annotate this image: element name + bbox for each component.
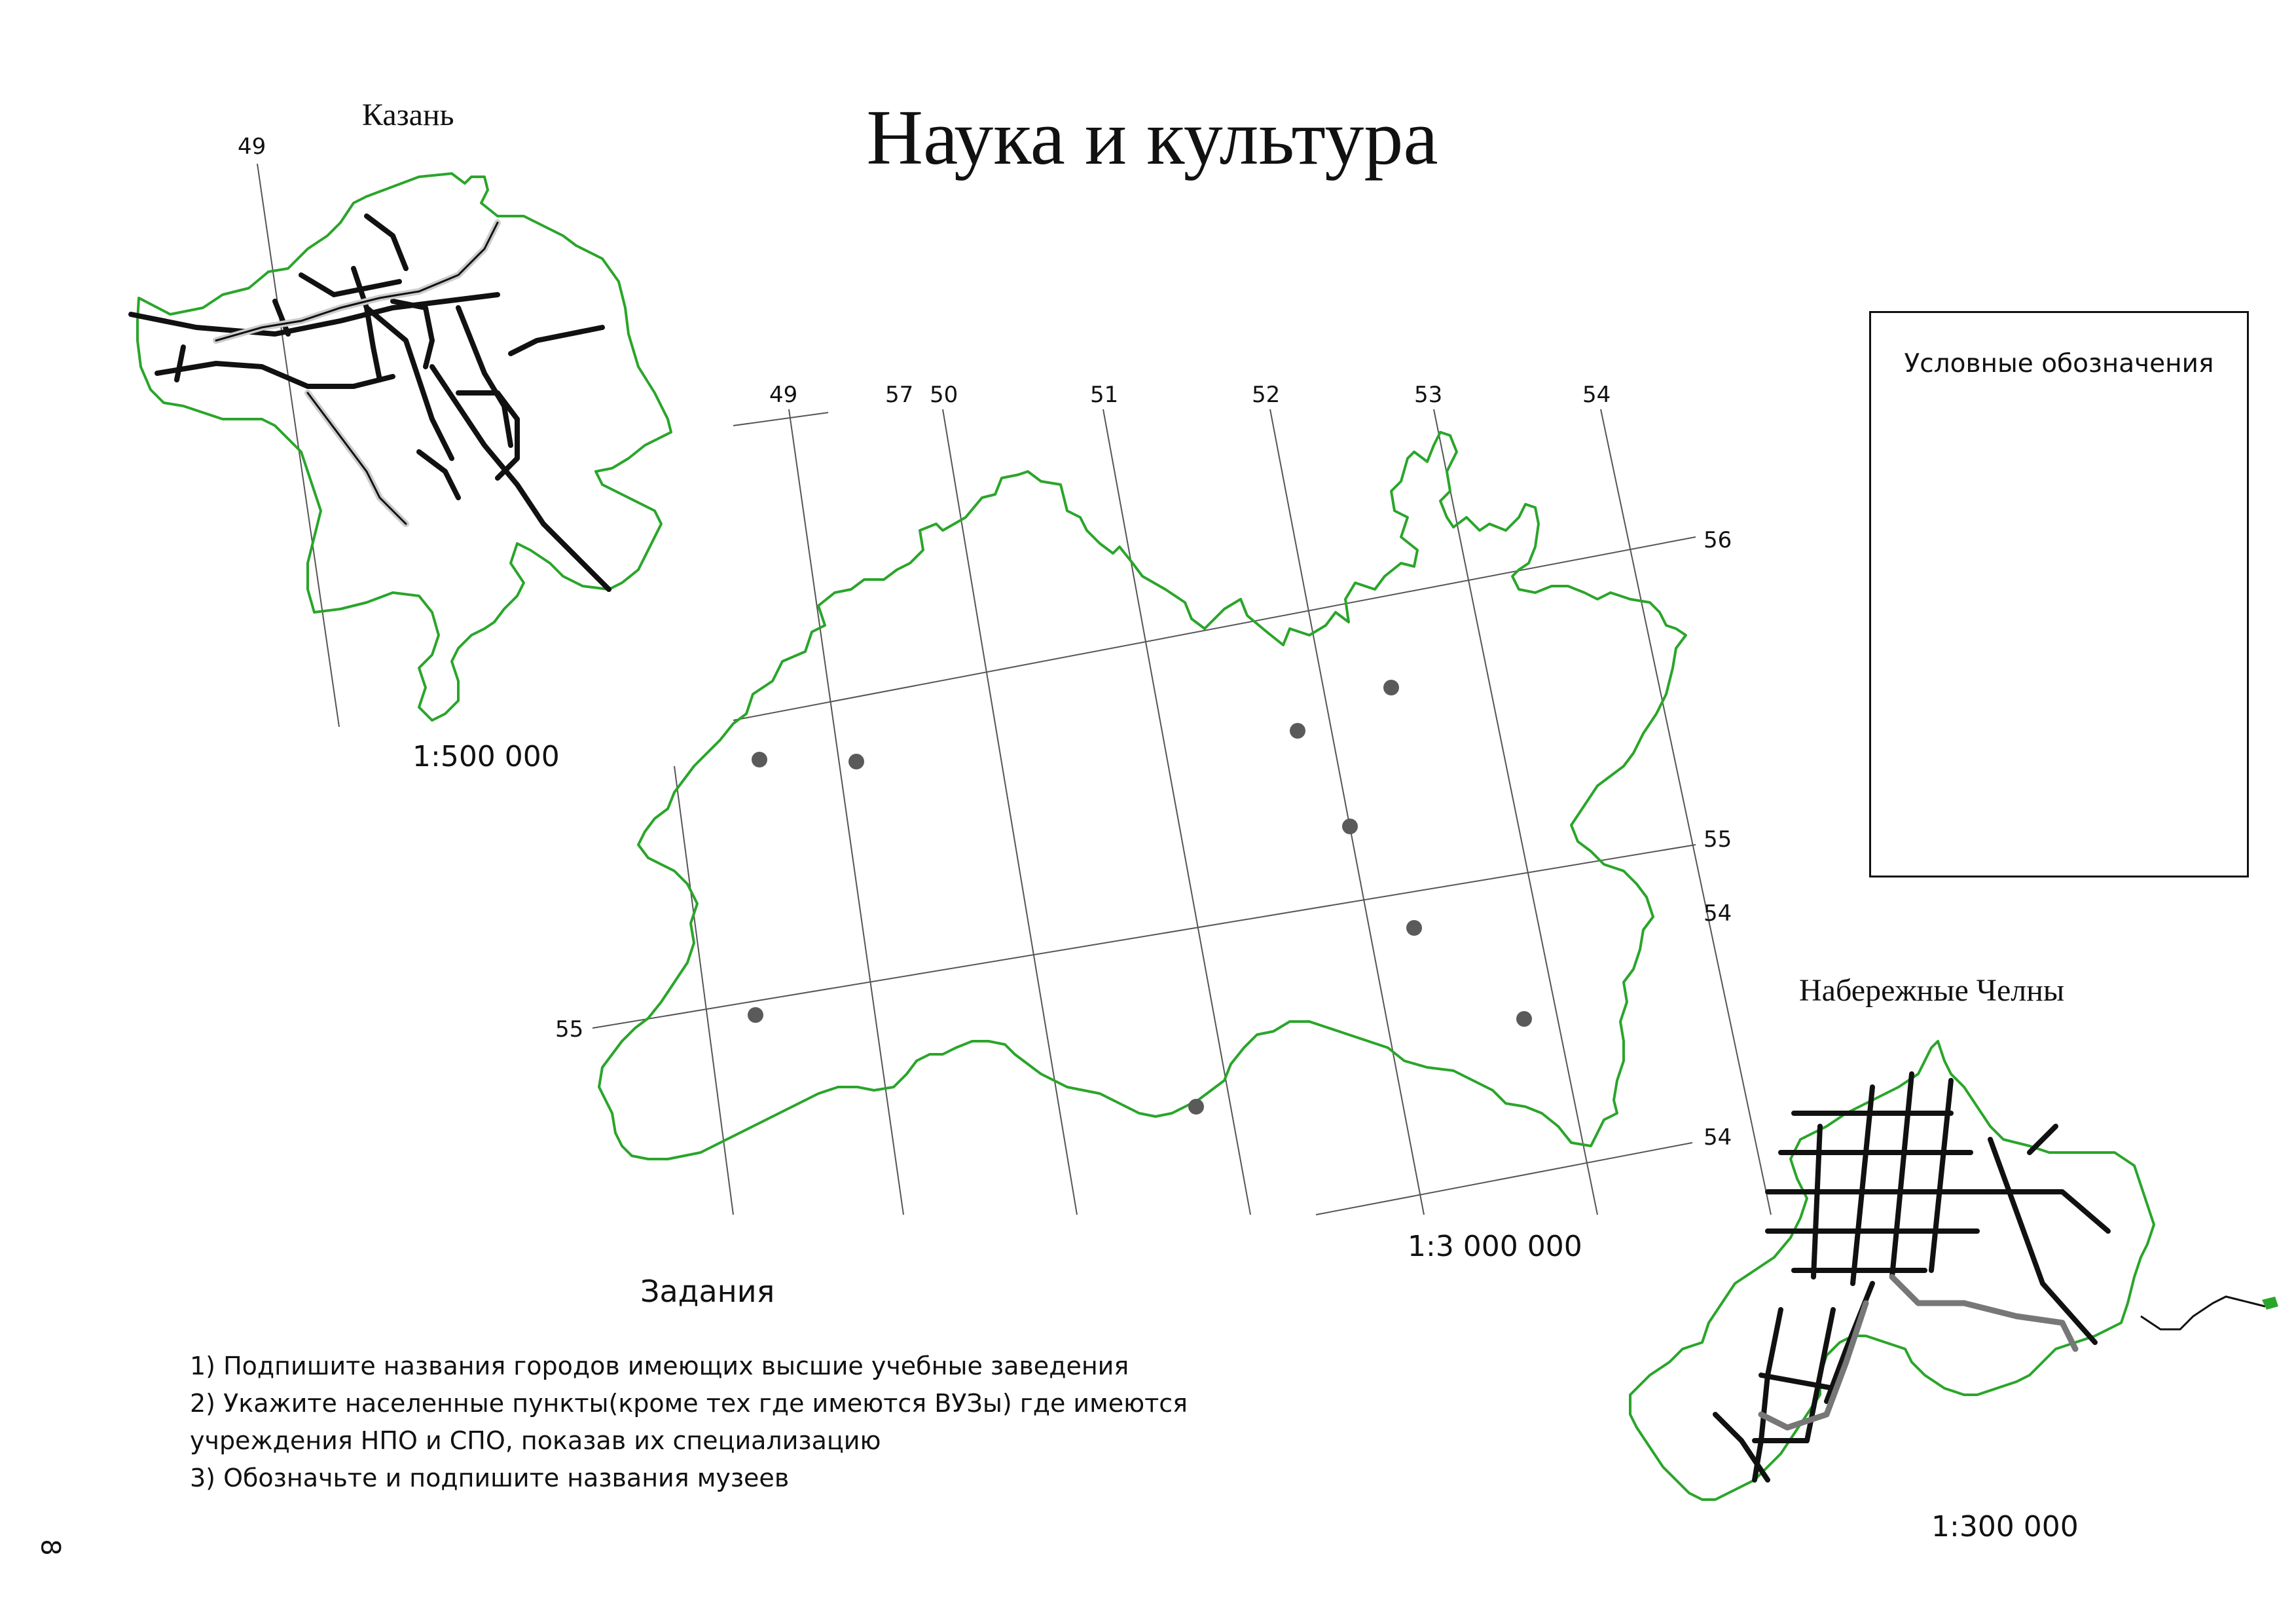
meridian-line: [788, 409, 904, 1215]
meridian-line: [942, 409, 1078, 1215]
settlement-point: [752, 752, 767, 767]
settlement-point: [1290, 723, 1305, 739]
settlement-point: [1516, 1011, 1532, 1027]
kazan-grid-label: 49: [238, 134, 266, 160]
chelny-inset: [1629, 1040, 2278, 1501]
tatarstan-boundary: [598, 431, 1687, 1160]
chelny-inset-title: Набережные Челны: [1799, 973, 2065, 1008]
kazan-boundary: [136, 172, 672, 722]
settlement-point: [748, 1007, 763, 1023]
meridian-line: [1417, 409, 1434, 1215]
settlement-point: [1342, 819, 1358, 834]
page-title: Наука и культура: [866, 94, 1438, 181]
settlement-point: [1188, 1099, 1204, 1115]
parallel-line: [733, 412, 829, 426]
meridian-line: [1102, 409, 1251, 1215]
meridian-label: 54: [1582, 382, 1611, 408]
legend-title: Условные обозначения: [1904, 349, 2214, 378]
kazan-inset-title: Казань: [362, 98, 454, 132]
tasks-heading: Задания: [640, 1274, 775, 1309]
meridian-label: 50: [930, 382, 958, 408]
task-item: 3) Обозначьте и подпишите названия музее…: [190, 1464, 790, 1492]
chelny-scale: 1:300 000: [1931, 1510, 2079, 1543]
chelny-outlet: [2262, 1297, 2278, 1310]
meridian-label: 51: [1090, 382, 1119, 408]
meridian-line: [1433, 409, 1598, 1215]
chelny-boundary: [1629, 1040, 2155, 1501]
parallel-label: 55: [1704, 826, 1732, 853]
meridian-label: 57: [885, 382, 914, 408]
settlement-points: [748, 680, 1532, 1115]
meridian-line: [1600, 409, 1772, 1215]
parallel-label: 54: [1704, 900, 1732, 927]
chelny-river-line: [2140, 1295, 2266, 1331]
parallel-line: [1315, 1142, 1693, 1215]
parallel-line: [592, 844, 1696, 1029]
parallel-label: 54: [1704, 1124, 1732, 1151]
main-map-scale: 1:3 000 000: [1408, 1230, 1582, 1263]
kazan-inset: [128, 163, 672, 728]
task-item: 2) Укажите населенные пункты(кроме тех г…: [190, 1389, 1188, 1418]
kazan-rail-outline: [215, 221, 499, 525]
parallel-line: [733, 536, 1696, 721]
settlement-point: [1383, 680, 1399, 695]
kazan-rail: [213, 219, 501, 527]
meridian-label: 53: [1414, 382, 1443, 408]
meridian-label: 52: [1252, 382, 1281, 408]
legend-box: Условные обозначения: [1869, 311, 2249, 877]
parallel-label: 55: [555, 1016, 584, 1043]
kazan-meridian-line: [257, 163, 340, 728]
meridian-line: [1269, 409, 1425, 1215]
kazan-scale: 1:500 000: [412, 740, 560, 773]
settlement-point: [848, 754, 864, 769]
task-item: учреждения НПО и СПО, показав их специал…: [190, 1426, 881, 1455]
settlement-point: [1406, 920, 1422, 936]
tasks-list: 1) Подпишите названия городов имеющих вы…: [190, 1348, 1303, 1497]
kazan-roads: [128, 213, 611, 592]
meridian-line: [674, 766, 734, 1215]
meridian-label: 49: [769, 382, 798, 408]
task-item: 1) Подпишите названия городов имеющих вы…: [190, 1352, 1129, 1380]
parallel-label: 56: [1704, 527, 1732, 553]
chelny-rail: [1758, 1274, 2079, 1431]
main-map-grid: [592, 409, 1772, 1215]
page-number: 8: [35, 1539, 65, 1556]
